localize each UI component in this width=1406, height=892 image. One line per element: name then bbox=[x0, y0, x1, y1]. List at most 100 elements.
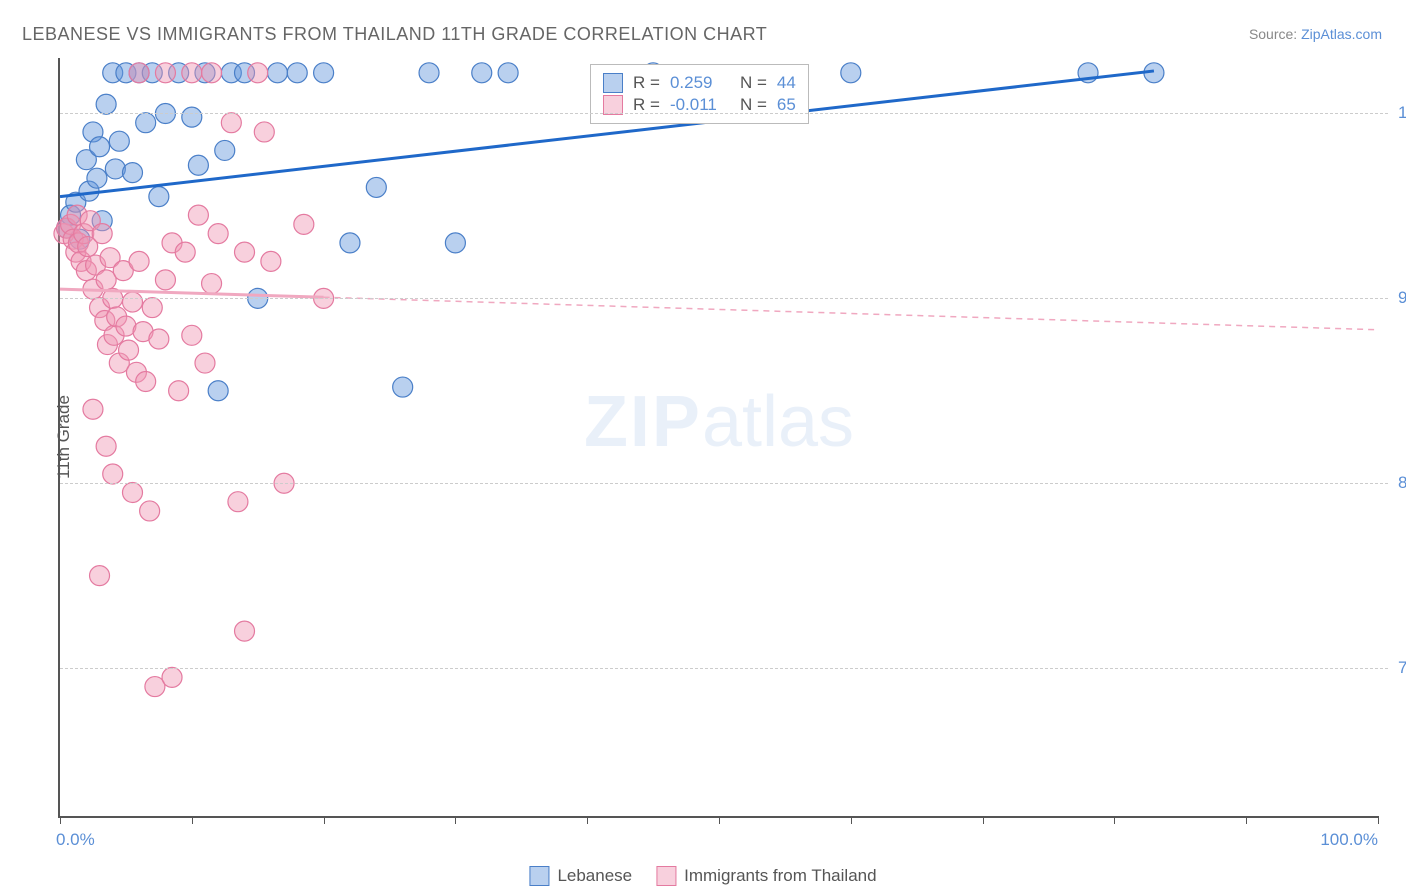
x-tick bbox=[455, 816, 456, 824]
stats-legend-box: R = 0.259 N = 44 R = -0.011 N = 65 bbox=[590, 64, 809, 124]
scatter-point bbox=[314, 63, 334, 83]
gridline bbox=[60, 113, 1388, 114]
x-tick bbox=[983, 816, 984, 824]
chart-plot-area: 11th Grade ZIPatlas R = 0.259 N = 44 R =… bbox=[58, 58, 1378, 818]
scatter-point bbox=[215, 140, 235, 160]
n-label: N = bbox=[740, 95, 767, 115]
n-value-thailand: 65 bbox=[777, 95, 796, 115]
scatter-point bbox=[90, 137, 110, 157]
scatter-point bbox=[261, 251, 281, 271]
scatter-point bbox=[287, 63, 307, 83]
scatter-point bbox=[182, 325, 202, 345]
scatter-point bbox=[142, 298, 162, 318]
scatter-point bbox=[202, 274, 222, 294]
scatter-point bbox=[221, 113, 241, 133]
x-tick bbox=[587, 816, 588, 824]
scatter-point bbox=[188, 205, 208, 225]
scatter-point bbox=[294, 214, 314, 234]
scatter-point bbox=[235, 242, 255, 262]
x-tick bbox=[192, 816, 193, 824]
scatter-point bbox=[129, 251, 149, 271]
legend-label-lebanese: Lebanese bbox=[557, 866, 632, 886]
gridline bbox=[60, 668, 1388, 669]
y-tick-label: 80.0% bbox=[1386, 473, 1406, 493]
x-tick bbox=[1378, 816, 1379, 824]
source-attribution: Source: ZipAtlas.com bbox=[1249, 26, 1382, 42]
scatter-point bbox=[162, 667, 182, 687]
scatter-point bbox=[366, 177, 386, 197]
swatch-blue-icon bbox=[603, 73, 623, 93]
r-value-lebanese: 0.259 bbox=[670, 73, 730, 93]
chart-svg bbox=[60, 58, 1378, 816]
scatter-point bbox=[149, 329, 169, 349]
scatter-point bbox=[122, 163, 142, 183]
scatter-point bbox=[472, 63, 492, 83]
stats-row-lebanese: R = 0.259 N = 44 bbox=[603, 73, 796, 93]
scatter-point bbox=[105, 159, 125, 179]
chart-title: LEBANESE VS IMMIGRANTS FROM THAILAND 11T… bbox=[22, 24, 767, 45]
source-link[interactable]: ZipAtlas.com bbox=[1301, 26, 1382, 42]
scatter-point bbox=[182, 107, 202, 127]
n-label: N = bbox=[740, 73, 767, 93]
scatter-point bbox=[83, 399, 103, 419]
scatter-point bbox=[419, 63, 439, 83]
scatter-point bbox=[140, 501, 160, 521]
y-tick-label: 100.0% bbox=[1386, 103, 1406, 123]
scatter-point bbox=[393, 377, 413, 397]
scatter-point bbox=[109, 131, 129, 151]
x-tick bbox=[1246, 816, 1247, 824]
scatter-point bbox=[188, 155, 208, 175]
scatter-point bbox=[254, 122, 274, 142]
scatter-point bbox=[122, 482, 142, 502]
r-label: R = bbox=[633, 95, 660, 115]
scatter-point bbox=[155, 270, 175, 290]
legend-item-lebanese: Lebanese bbox=[529, 866, 632, 886]
scatter-point bbox=[841, 63, 861, 83]
scatter-point bbox=[129, 63, 149, 83]
scatter-point bbox=[87, 168, 107, 188]
scatter-point bbox=[248, 63, 268, 83]
scatter-point bbox=[136, 372, 156, 392]
scatter-point bbox=[208, 381, 228, 401]
x-tick bbox=[60, 816, 61, 824]
x-axis-min-label: 0.0% bbox=[56, 830, 95, 850]
scatter-point bbox=[208, 224, 228, 244]
scatter-point bbox=[267, 63, 287, 83]
swatch-pink-icon bbox=[656, 866, 676, 886]
r-value-thailand: -0.011 bbox=[670, 95, 730, 115]
scatter-point bbox=[445, 233, 465, 253]
n-value-lebanese: 44 bbox=[777, 73, 796, 93]
x-tick bbox=[1114, 816, 1115, 824]
swatch-blue-icon bbox=[529, 866, 549, 886]
legend-label-thailand: Immigrants from Thailand bbox=[684, 866, 876, 886]
scatter-point bbox=[119, 340, 139, 360]
scatter-point bbox=[136, 113, 156, 133]
scatter-point bbox=[90, 566, 110, 586]
scatter-point bbox=[96, 436, 116, 456]
scatter-point bbox=[202, 63, 222, 83]
gridline bbox=[60, 298, 1388, 299]
r-label: R = bbox=[633, 73, 660, 93]
legend-item-thailand: Immigrants from Thailand bbox=[656, 866, 876, 886]
y-tick-label: 90.0% bbox=[1386, 288, 1406, 308]
y-tick-label: 70.0% bbox=[1386, 658, 1406, 678]
x-tick bbox=[851, 816, 852, 824]
scatter-point bbox=[228, 492, 248, 512]
scatter-point bbox=[96, 94, 116, 114]
x-tick bbox=[324, 816, 325, 824]
x-tick bbox=[719, 816, 720, 824]
scatter-point bbox=[92, 224, 112, 244]
scatter-point bbox=[182, 63, 202, 83]
trend-line-dashed bbox=[324, 297, 1378, 330]
scatter-point bbox=[149, 187, 169, 207]
scatter-point bbox=[103, 464, 123, 484]
source-label: Source: bbox=[1249, 26, 1297, 42]
swatch-pink-icon bbox=[603, 95, 623, 115]
gridline bbox=[60, 483, 1388, 484]
scatter-point bbox=[122, 292, 142, 312]
scatter-point bbox=[155, 63, 175, 83]
scatter-point bbox=[175, 242, 195, 262]
stats-row-thailand: R = -0.011 N = 65 bbox=[603, 95, 796, 115]
bottom-legend: Lebanese Immigrants from Thailand bbox=[529, 866, 876, 886]
scatter-point bbox=[195, 353, 215, 373]
